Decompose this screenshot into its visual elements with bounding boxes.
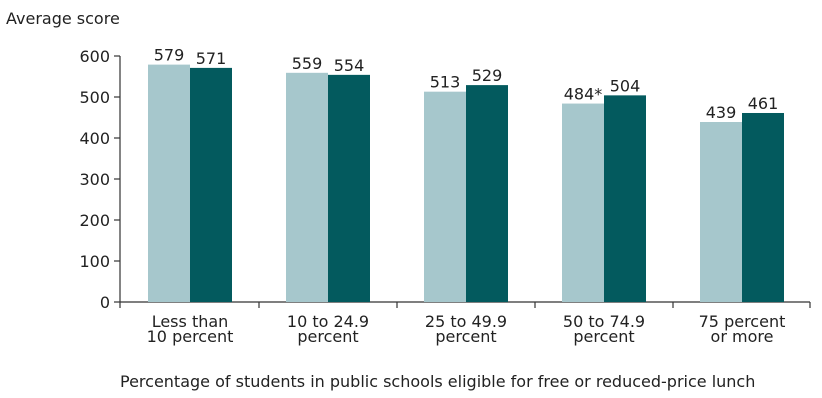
y-tick-label: 600 [79, 47, 110, 66]
bar-value-label: 513 [430, 73, 461, 92]
y-tick-label: 100 [79, 252, 110, 271]
x-tick-label: 10 to 24.9 percent [287, 312, 369, 346]
x-tick-label-line: percent [435, 327, 496, 346]
x-tick-label: 50 to 74.9 percent [563, 312, 645, 346]
x-axis-label: Percentage of students in public schools… [120, 372, 755, 391]
y-tick-label: 300 [79, 170, 110, 189]
bar-series-2 [742, 113, 784, 302]
bar-series-1 [700, 122, 742, 302]
bars-group: 579 559 513 484* 439 571 554 529 504 461 [148, 46, 784, 302]
y-axis-label: Average score [6, 9, 120, 28]
bar-value-label: 529 [472, 66, 503, 85]
y-tick-label: 0 [100, 293, 110, 312]
bar-series-1 [286, 73, 328, 302]
x-axis-ticks: Less than 10 percent 10 to 24.9 percent 25 t… [120, 302, 810, 346]
x-tick-label-line: 10 percent [147, 327, 234, 346]
bar-value-label: 484* [564, 85, 603, 104]
y-tick-label: 500 [79, 88, 110, 107]
x-tick-label: Less than 10 percent [147, 312, 234, 346]
bar-value-label: 559 [292, 54, 323, 73]
y-tick-label: 200 [79, 211, 110, 230]
bar-series-2 [190, 68, 232, 302]
y-axis-ticks: 0 100 200 300 400 500 600 [79, 47, 120, 312]
bar-series-2 [604, 95, 646, 302]
bar-value-label: 461 [748, 94, 779, 113]
bar-series-1 [562, 104, 604, 302]
y-tick-label: 400 [79, 129, 110, 148]
x-tick-label: 75 percent or more [699, 312, 786, 346]
bar-series-2 [328, 75, 370, 302]
bar-value-label: 439 [706, 103, 737, 122]
bar-series-1 [424, 92, 466, 302]
x-tick-label-line: percent [297, 327, 358, 346]
x-tick-label-line: percent [573, 327, 634, 346]
bar-series-1 [148, 65, 190, 302]
bar-value-label: 554 [334, 56, 365, 75]
bar-value-label: 579 [154, 46, 185, 65]
x-tick-label: 25 to 49.9 percent [425, 312, 507, 346]
bar-value-label: 571 [196, 49, 227, 68]
bar-series-2 [466, 85, 508, 302]
x-tick-label-line: or more [711, 327, 774, 346]
bar-value-label: 504 [610, 76, 641, 95]
